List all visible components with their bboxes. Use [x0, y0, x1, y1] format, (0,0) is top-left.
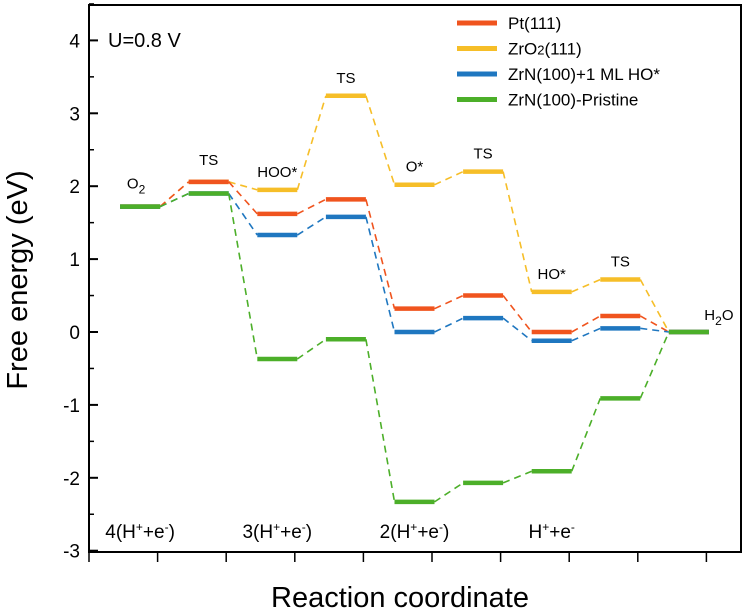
- series-connector: [365, 216, 396, 333]
- series-connector: [365, 199, 396, 309]
- y-tick-label: -3: [63, 542, 80, 563]
- x-axis: [88, 552, 708, 562]
- legend-entry: ZrO2(111): [457, 40, 582, 59]
- series-connector: [502, 295, 533, 333]
- condition-label: U=0.8 V: [108, 30, 181, 52]
- series-connector: [502, 317, 533, 342]
- electron-label: H++e-: [528, 520, 574, 543]
- y-tick-label: 2: [69, 177, 80, 198]
- state-label: O2: [127, 176, 146, 197]
- y-tick-label: -1: [63, 396, 80, 417]
- series-connector: [159, 192, 190, 208]
- state-label: TS: [336, 70, 355, 87]
- series-connector: [228, 193, 258, 236]
- electron-label: 2(H++e-): [380, 520, 450, 543]
- y-tick-label: 1: [69, 250, 80, 271]
- y-tick-label: -2: [63, 469, 80, 490]
- y-tick-label: 0: [69, 323, 80, 344]
- series-connector: [296, 198, 327, 215]
- electron-labels: 4(H++e-) 3(H++e-) 2(H++e-) H++e-: [105, 520, 575, 543]
- legend-entry: ZrN(100)-Pristine: [457, 91, 638, 110]
- electron-label: 3(H++e-): [242, 520, 312, 543]
- plot-frame: [88, 4, 742, 553]
- series-connector: [434, 482, 464, 503]
- series-connector: [434, 170, 464, 186]
- series-connector: [571, 278, 601, 293]
- legend-entry: ZrN(100)+1 ML HO*: [457, 65, 660, 84]
- series-connector: [434, 294, 464, 310]
- state-label: H2O: [704, 307, 733, 328]
- y-axis-title: Free energy (eV): [2, 170, 34, 389]
- x-axis-title: Reaction coordinate: [271, 582, 529, 613]
- series-connector: [502, 171, 533, 293]
- y-axis: -3 -2 -1 0 1 2 3 4: [63, 3, 98, 563]
- legend-label: ZrN(100)+1 ML HO*: [508, 65, 660, 84]
- series-connector: [502, 470, 533, 484]
- series-connector: [227, 193, 259, 360]
- series-connector: [296, 216, 327, 236]
- series-connector: [365, 339, 396, 502]
- legend-label: Pt(111): [508, 14, 561, 33]
- state-labels: O2 TS HOO* TS O* TS HO* TS H2O: [127, 70, 734, 328]
- y-tick-label: 3: [69, 104, 80, 125]
- legend-entry: Pt(111): [457, 14, 561, 33]
- series-connector: [434, 317, 464, 333]
- series-connector: [571, 315, 601, 333]
- state-label: HO*: [538, 266, 567, 283]
- electron-label: 4(H++e-): [105, 520, 175, 543]
- y-tick-label: 4: [69, 31, 80, 52]
- state-label: HOO*: [257, 164, 297, 181]
- series-connector: [296, 338, 327, 360]
- series-connector: [571, 327, 601, 342]
- legend-label: ZrN(100)-Pristine: [508, 91, 638, 110]
- series-connector: [365, 95, 396, 185]
- series-connector: [639, 331, 670, 399]
- series-zro2-111-: [120, 93, 709, 335]
- legend-label: ZrO2(111): [508, 40, 582, 59]
- series-layer: [120, 93, 709, 505]
- state-label: O*: [406, 159, 424, 176]
- series-zrn-100-pristine: [120, 191, 709, 505]
- state-label: TS: [474, 146, 493, 163]
- state-label: TS: [611, 254, 630, 271]
- series-connector: [570, 398, 602, 472]
- series-connector: [639, 315, 670, 333]
- series-connector: [639, 279, 670, 333]
- state-label: TS: [199, 152, 218, 169]
- series-connector: [228, 181, 258, 191]
- legend: Pt(111) ZrO2(111) ZrN(100)+1 ML HO* ZrN(100…: [457, 14, 660, 110]
- series-connector: [296, 95, 327, 191]
- series-connector: [159, 181, 190, 208]
- series-connector: [640, 327, 670, 333]
